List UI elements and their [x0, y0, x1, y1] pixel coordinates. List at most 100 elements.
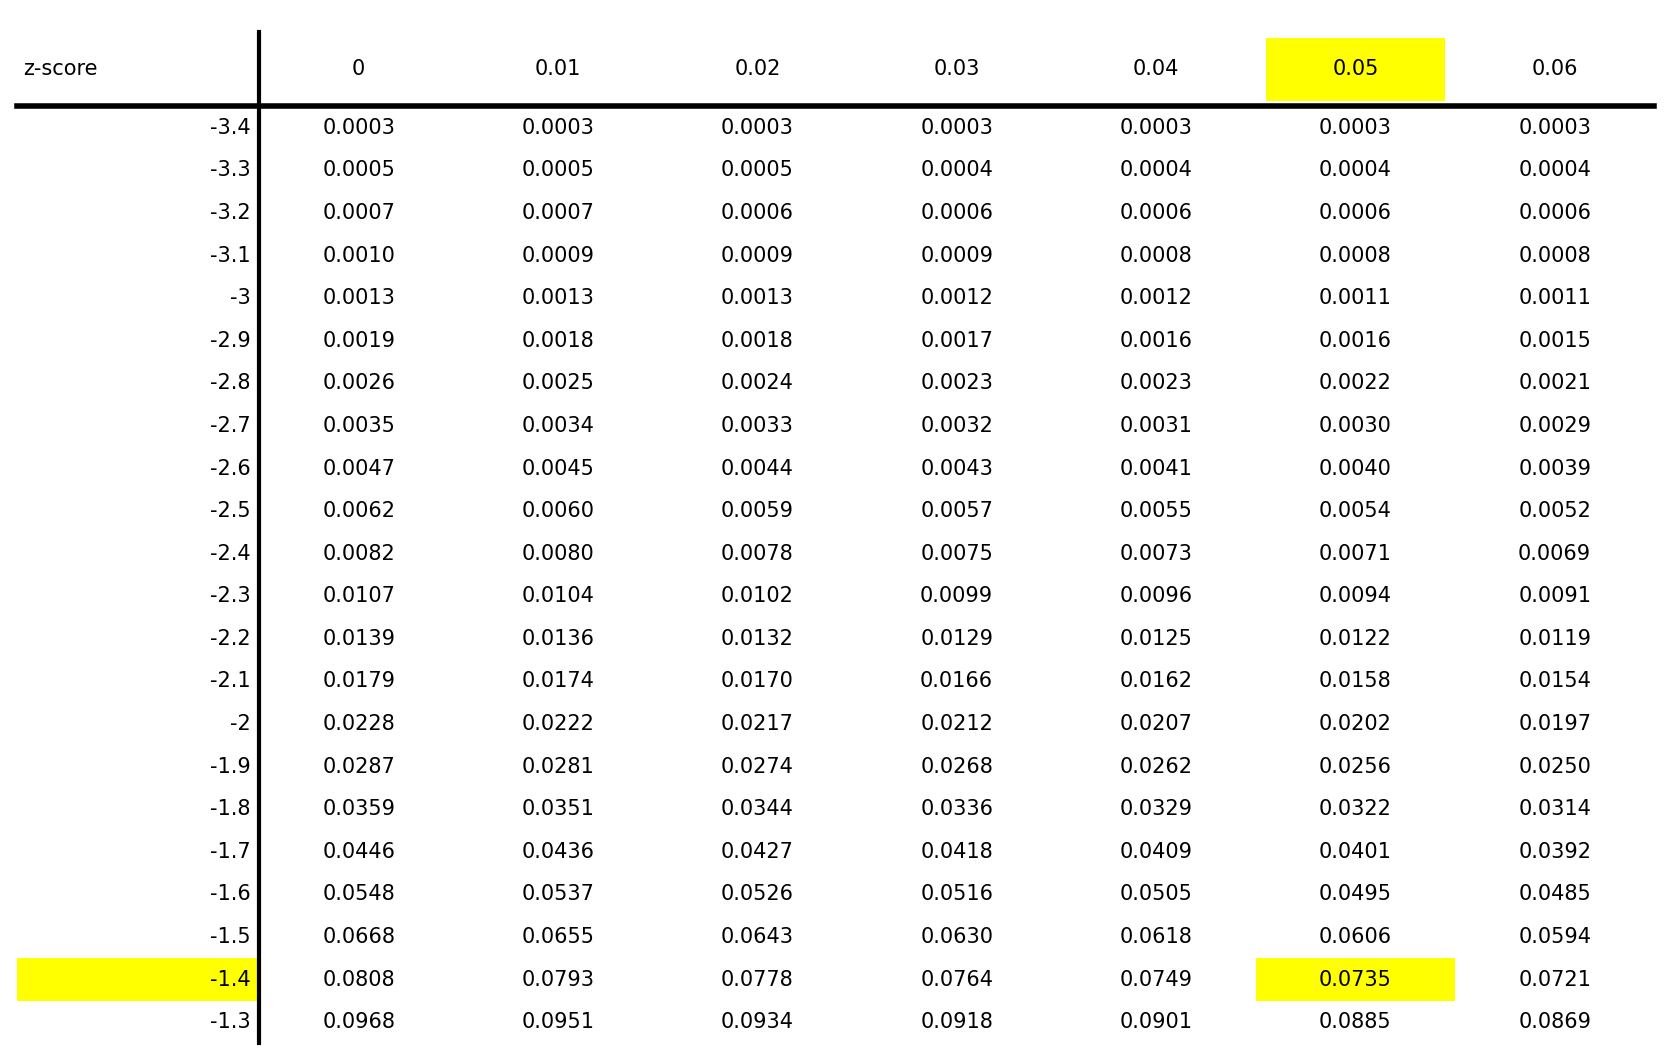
Text: 0.0505: 0.0505 [1120, 884, 1193, 904]
Text: 0.0016: 0.0016 [1120, 331, 1193, 351]
Text: 0.0009: 0.0009 [921, 246, 993, 266]
Text: 0.0015: 0.0015 [1519, 331, 1591, 351]
Text: 0.0008: 0.0008 [1120, 246, 1193, 266]
Text: 0.0018: 0.0018 [720, 331, 794, 351]
Text: 0.0154: 0.0154 [1519, 671, 1591, 691]
Text: 0.0011: 0.0011 [1519, 288, 1591, 308]
Text: -2.7: -2.7 [211, 416, 251, 436]
Text: 0.0392: 0.0392 [1519, 842, 1591, 862]
Text: -2.1: -2.1 [211, 671, 251, 691]
Text: 0.0537: 0.0537 [521, 884, 595, 904]
Text: 0.0129: 0.0129 [921, 629, 993, 649]
Text: 0.0075: 0.0075 [921, 544, 993, 564]
Text: 0.0655: 0.0655 [521, 926, 595, 946]
Text: 0.0041: 0.0041 [1120, 458, 1193, 479]
Text: 0.0606: 0.0606 [1318, 926, 1392, 946]
Text: 0.0005: 0.0005 [720, 160, 794, 180]
Text: 0.0228: 0.0228 [323, 714, 394, 734]
Text: -1.9: -1.9 [211, 757, 251, 777]
Text: 0.0062: 0.0062 [323, 501, 396, 521]
Text: 0.0024: 0.0024 [720, 373, 794, 393]
Text: 0.0793: 0.0793 [521, 970, 595, 990]
Text: 0.0749: 0.0749 [1120, 970, 1193, 990]
Text: 0.0287: 0.0287 [323, 757, 394, 777]
Text: 0.0016: 0.0016 [1318, 331, 1392, 351]
Text: 0.0019: 0.0019 [323, 331, 396, 351]
Text: 0.0047: 0.0047 [323, 458, 394, 479]
Text: 0.0446: 0.0446 [323, 842, 396, 862]
Text: 0.0013: 0.0013 [521, 288, 595, 308]
Text: 0.0934: 0.0934 [720, 1012, 794, 1032]
Text: 0.0003: 0.0003 [1120, 118, 1193, 138]
Text: 0.0007: 0.0007 [521, 203, 595, 223]
Text: 0.0951: 0.0951 [521, 1012, 595, 1032]
Text: 0.0179: 0.0179 [323, 671, 396, 691]
Text: 0.0017: 0.0017 [921, 331, 993, 351]
Text: 0.0217: 0.0217 [720, 714, 794, 734]
Text: 0.0040: 0.0040 [1318, 458, 1392, 479]
Text: 0.0202: 0.0202 [1318, 714, 1392, 734]
Text: 0.0212: 0.0212 [921, 714, 993, 734]
Text: 0.0102: 0.0102 [720, 586, 794, 606]
Text: 0.0250: 0.0250 [1519, 757, 1591, 777]
Text: 0.0968: 0.0968 [323, 1012, 396, 1032]
Text: z-score: z-score [23, 59, 99, 79]
Text: -3.1: -3.1 [211, 246, 251, 266]
Text: 0.05: 0.05 [1332, 59, 1379, 79]
Text: -2.5: -2.5 [211, 501, 251, 521]
Text: -1.3: -1.3 [211, 1012, 251, 1032]
Text: 0.0003: 0.0003 [521, 118, 595, 138]
Text: 0.0401: 0.0401 [1318, 842, 1392, 862]
Text: 0.0119: 0.0119 [1519, 629, 1591, 649]
Text: 0.0006: 0.0006 [1120, 203, 1193, 223]
Bar [17, 958, 259, 1001]
Text: 0.0158: 0.0158 [1318, 671, 1392, 691]
Text: 0.0418: 0.0418 [921, 842, 993, 862]
Text: 0.0322: 0.0322 [1318, 799, 1392, 819]
Text: 0.0013: 0.0013 [720, 288, 794, 308]
Text: 0.0035: 0.0035 [323, 416, 394, 436]
Text: 0.0262: 0.0262 [1120, 757, 1193, 777]
Text: -2.9: -2.9 [211, 331, 251, 351]
Text: 0.0630: 0.0630 [921, 926, 993, 946]
Text: 0.0003: 0.0003 [1519, 118, 1591, 138]
Text: 0.0778: 0.0778 [720, 970, 794, 990]
Text: 0.0170: 0.0170 [720, 671, 794, 691]
Text: 0.0094: 0.0094 [1318, 586, 1392, 606]
Text: 0.0351: 0.0351 [521, 799, 595, 819]
Text: 0.0039: 0.0039 [1519, 458, 1591, 479]
Text: 0.0548: 0.0548 [323, 884, 394, 904]
Text: 0.01: 0.01 [535, 59, 582, 79]
Text: 0.0721: 0.0721 [1519, 970, 1591, 990]
Text: 0.0004: 0.0004 [1318, 160, 1392, 180]
Text: 0.0136: 0.0136 [521, 629, 595, 649]
Text: 0.0918: 0.0918 [921, 1012, 993, 1032]
Text: 0.0274: 0.0274 [720, 757, 794, 777]
Text: 0.0008: 0.0008 [1318, 246, 1392, 266]
Text: 0.0004: 0.0004 [1120, 160, 1193, 180]
Text: 0.0032: 0.0032 [921, 416, 993, 436]
Text: 0.0643: 0.0643 [720, 926, 794, 946]
Text: 0.0012: 0.0012 [1120, 288, 1193, 308]
Text: 0.0023: 0.0023 [1120, 373, 1193, 393]
Text: 0.0031: 0.0031 [1120, 416, 1193, 436]
Text: 0.0107: 0.0107 [323, 586, 394, 606]
Text: 0.0044: 0.0044 [720, 458, 794, 479]
Text: 0.0069: 0.0069 [1517, 544, 1591, 564]
Text: 0.0033: 0.0033 [720, 416, 794, 436]
Text: -2.8: -2.8 [211, 373, 251, 393]
Text: 0.06: 0.06 [1531, 59, 1577, 79]
Text: -3: -3 [231, 288, 251, 308]
Text: 0.0025: 0.0025 [521, 373, 595, 393]
Text: 0.0281: 0.0281 [521, 757, 595, 777]
Text: 0.0026: 0.0026 [323, 373, 396, 393]
Text: 0.0006: 0.0006 [1519, 203, 1591, 223]
Text: 0.0004: 0.0004 [1519, 160, 1591, 180]
Text: 0.0054: 0.0054 [1318, 501, 1392, 521]
Text: 0.0122: 0.0122 [1318, 629, 1392, 649]
Text: 0.0003: 0.0003 [323, 118, 394, 138]
Text: 0.0005: 0.0005 [323, 160, 394, 180]
Text: 0.0034: 0.0034 [521, 416, 595, 436]
Text: 0.0764: 0.0764 [921, 970, 993, 990]
Text: 0.0594: 0.0594 [1519, 926, 1591, 946]
